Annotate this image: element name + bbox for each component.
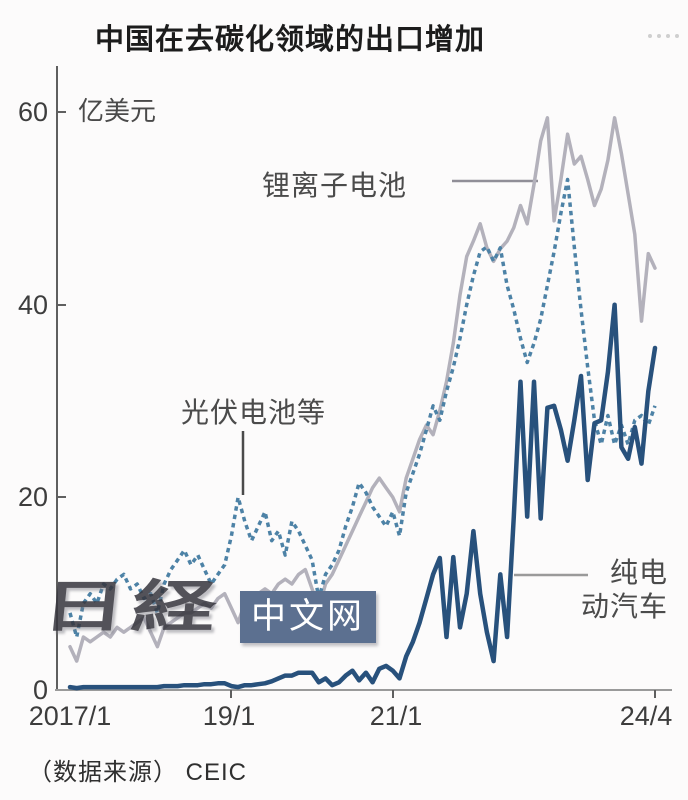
y-tick-20: 20 bbox=[18, 482, 48, 512]
nikkei-chinese-site-watermark: 中文网 bbox=[240, 591, 377, 643]
nikkei-logo-watermark: 日経 bbox=[38, 574, 226, 640]
series-line-纯电动汽车 bbox=[67, 302, 658, 691]
y-tick-40: 40 bbox=[18, 290, 48, 320]
x-tick-24-4: 24/4 bbox=[620, 701, 673, 731]
title-trailing-dots-icon bbox=[648, 34, 688, 40]
y-tick-0: 0 bbox=[33, 675, 48, 705]
x-tick-2017-1: 2017/1 bbox=[29, 701, 112, 731]
x-tick-21-1: 21/1 bbox=[370, 701, 423, 731]
label-battery-ev-line1: 纯电 bbox=[609, 557, 668, 588]
series-line-锂离子电池 bbox=[68, 116, 657, 663]
y-axis-ticks bbox=[57, 111, 66, 498]
chart-title: 中国在去碳化领域的出口增加 bbox=[95, 24, 486, 56]
x-tick-19-1: 19/1 bbox=[203, 701, 256, 731]
y-tick-60: 60 bbox=[18, 97, 48, 127]
label-battery-ev-line2: 动汽车 bbox=[580, 591, 668, 622]
label-battery-ev: 纯电 动汽车 bbox=[566, 556, 668, 624]
label-lithium-ion-battery: 锂离子电池 bbox=[262, 170, 408, 201]
data-source-note: （数据来源） CEIC bbox=[28, 759, 248, 786]
series-lines bbox=[67, 116, 658, 691]
series-line-光伏电池等 bbox=[68, 177, 657, 639]
y-axis-unit-label: 亿美元 bbox=[78, 96, 156, 126]
x-axis-ticks bbox=[230, 690, 656, 698]
label-solar-cells: 光伏电池等 bbox=[181, 397, 327, 428]
